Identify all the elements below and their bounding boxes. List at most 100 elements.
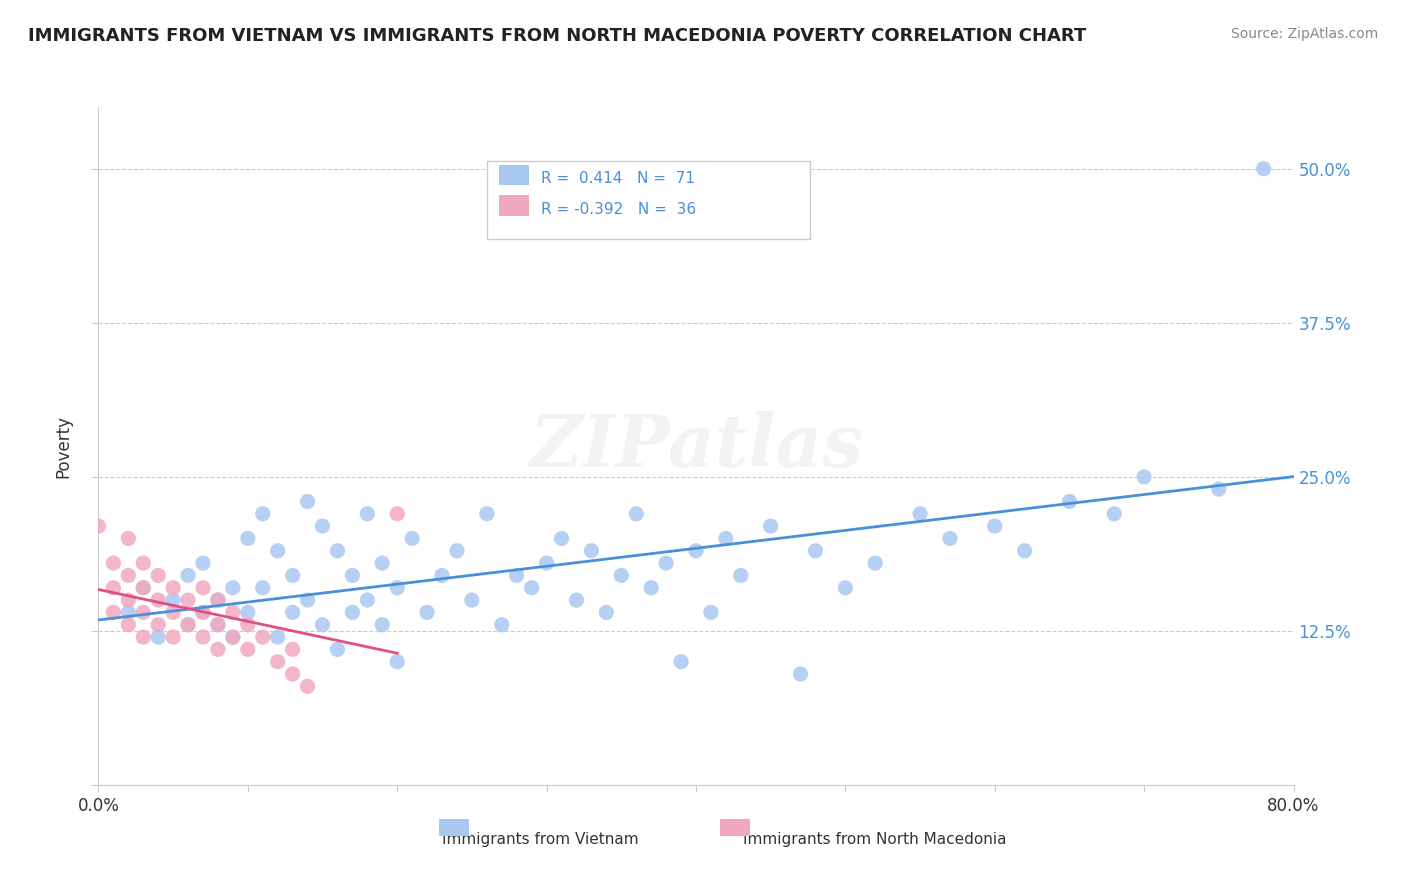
Point <box>103 556 125 570</box>
Text: Immigrants from North Macedonia: Immigrants from North Macedonia <box>744 832 1007 847</box>
Point <box>252 507 274 521</box>
Point <box>103 606 125 620</box>
Point <box>655 556 678 570</box>
Point <box>297 494 319 508</box>
Point <box>356 507 378 521</box>
Point <box>222 581 245 595</box>
Text: Immigrants from Vietnam: Immigrants from Vietnam <box>443 832 638 847</box>
Point <box>401 532 423 546</box>
Point <box>342 606 364 620</box>
Point <box>222 606 245 620</box>
Point <box>177 568 200 582</box>
Point <box>148 593 170 607</box>
Point <box>191 606 214 620</box>
Point <box>132 606 155 620</box>
Point <box>207 617 229 632</box>
Point <box>1253 161 1275 176</box>
Point <box>281 642 304 657</box>
Point <box>252 630 274 644</box>
Point <box>385 581 409 595</box>
Point <box>939 532 962 546</box>
Point <box>162 606 184 620</box>
Point <box>267 655 290 669</box>
Point <box>1059 494 1081 508</box>
Point <box>759 519 782 533</box>
Point <box>87 519 110 533</box>
Point <box>506 568 529 582</box>
Point <box>804 543 827 558</box>
FancyBboxPatch shape <box>720 819 749 836</box>
Point <box>1104 507 1126 521</box>
Point <box>117 617 139 632</box>
Point <box>267 543 290 558</box>
Point <box>177 617 200 632</box>
Point <box>236 532 259 546</box>
Point <box>148 568 170 582</box>
Point <box>191 630 214 644</box>
Point <box>207 617 229 632</box>
Point <box>207 593 229 607</box>
Point <box>132 556 155 570</box>
Point <box>550 532 572 546</box>
Point <box>103 581 125 595</box>
Point <box>610 568 633 582</box>
Point <box>281 568 304 582</box>
Point <box>326 642 349 657</box>
Point <box>236 617 259 632</box>
Point <box>177 593 200 607</box>
Point <box>297 593 319 607</box>
Point <box>730 568 752 582</box>
Point <box>669 655 692 669</box>
Point <box>1208 482 1230 496</box>
Point <box>430 568 453 582</box>
Point <box>311 519 333 533</box>
Point <box>117 532 139 546</box>
Point <box>222 630 245 644</box>
Point <box>162 630 184 644</box>
Point <box>132 630 155 644</box>
Point <box>565 593 588 607</box>
Point <box>908 507 931 521</box>
Text: R = -0.392   N =  36: R = -0.392 N = 36 <box>541 202 696 217</box>
Point <box>371 617 394 632</box>
Point <box>789 667 811 681</box>
Point <box>132 581 155 595</box>
Point <box>207 593 229 607</box>
Point <box>236 642 259 657</box>
Y-axis label: Poverty: Poverty <box>55 415 73 477</box>
Point <box>311 617 333 632</box>
FancyBboxPatch shape <box>499 195 529 216</box>
Point <box>191 581 214 595</box>
FancyBboxPatch shape <box>486 161 810 239</box>
Point <box>236 606 259 620</box>
Point <box>117 606 139 620</box>
FancyBboxPatch shape <box>499 165 529 185</box>
Point <box>714 532 737 546</box>
Point <box>491 617 513 632</box>
Point <box>117 593 139 607</box>
Point <box>385 507 409 521</box>
Point <box>281 606 304 620</box>
Point <box>326 543 349 558</box>
Point <box>536 556 558 570</box>
Text: Source: ZipAtlas.com: Source: ZipAtlas.com <box>1230 27 1378 41</box>
Point <box>834 581 856 595</box>
Point <box>162 593 184 607</box>
Point <box>267 630 290 644</box>
Point <box>371 556 394 570</box>
Point <box>297 679 319 693</box>
Point <box>148 617 170 632</box>
Point <box>207 642 229 657</box>
Point <box>117 568 139 582</box>
Point <box>626 507 648 521</box>
Point <box>475 507 498 521</box>
Point <box>984 519 1007 533</box>
Text: IMMIGRANTS FROM VIETNAM VS IMMIGRANTS FROM NORTH MACEDONIA POVERTY CORRELATION C: IMMIGRANTS FROM VIETNAM VS IMMIGRANTS FR… <box>28 27 1087 45</box>
Point <box>177 617 200 632</box>
Point <box>191 556 214 570</box>
Point <box>281 667 304 681</box>
Text: R =  0.414   N =  71: R = 0.414 N = 71 <box>541 171 695 186</box>
Point <box>865 556 887 570</box>
Point <box>446 543 468 558</box>
Point <box>416 606 439 620</box>
